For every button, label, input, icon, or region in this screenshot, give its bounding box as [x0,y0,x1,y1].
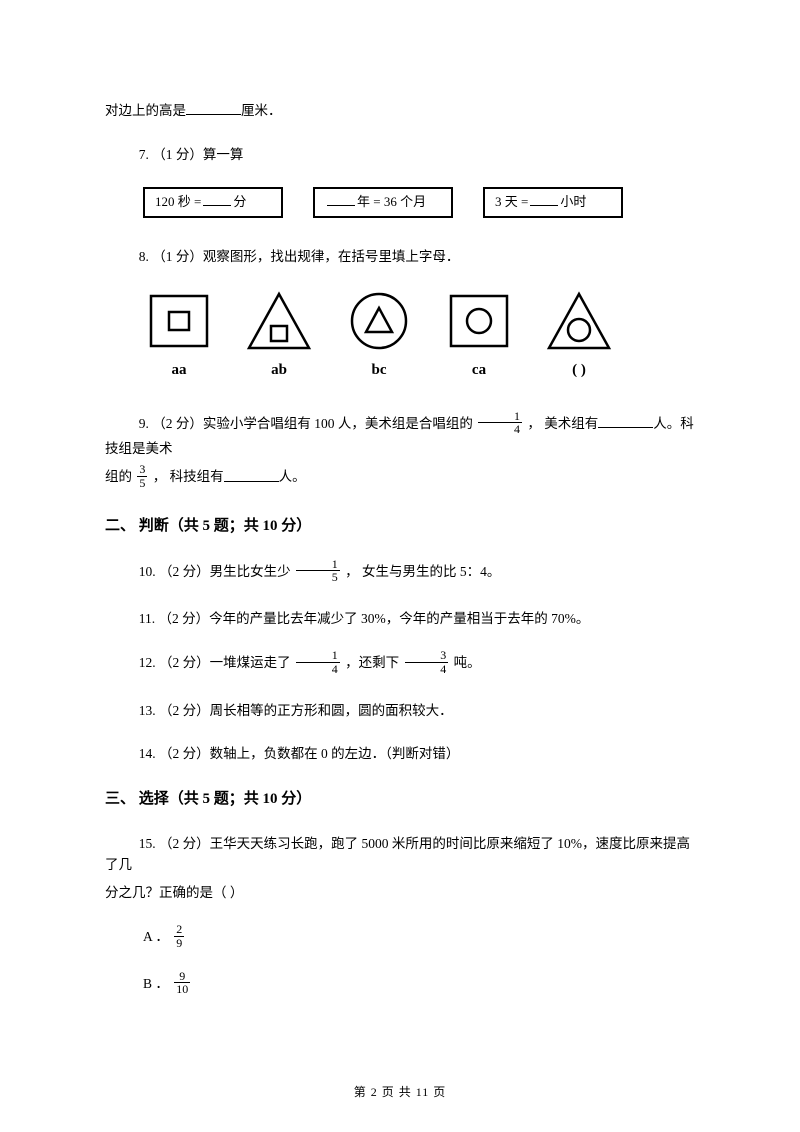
q10-post: ， 女生与男生的比 5：4。 [345,564,500,579]
shape-label-3: ca [472,358,486,382]
option-b: B ． 910 [143,972,695,998]
page-footer: 第 2 页 共 11 页 [0,1083,800,1100]
q12-mid: ，还剩下 [345,656,399,671]
q9-line2: 组的 35 ， 科技组有 人。 [105,465,695,491]
circle-in-square-icon [443,290,515,352]
q9-mid: ， 美术组有 [527,416,598,431]
shape-aa: aa [143,290,215,382]
q7-box1-a: 120 秒 = [155,192,201,213]
shape-ca: ca [443,290,515,382]
q6-tail: 对边上的高是 厘米． [105,100,695,122]
q10: 10. （2 分）男生比女生少 15 ， 女生与男生的比 5：4。 [105,560,695,586]
shape-label-1: ab [271,358,287,382]
q8-shapes: aa ab bc ca [143,290,695,382]
circle-in-triangle-icon [543,290,615,352]
q7-box3-a: 3 天 = [495,192,528,213]
frac-2-9: 29 [174,923,184,949]
square-in-square-icon [143,290,215,352]
shape-bc: bc [343,290,415,382]
frac-1-4b: 14 [296,649,340,675]
q11: 11. （2 分）今年的产量比去年减少了 30%，今年的产量相当于去年的 70%… [105,608,695,630]
q10-pre: 10. （2 分）男生比女生少 [139,564,291,579]
optA-label: A ． [143,930,169,945]
q12: 12. （2 分）一堆煤运走了 14 ，还剩下 34 吨。 [105,651,695,677]
option-a: A ． 29 [143,925,695,951]
triangle-in-circle-icon [343,290,415,352]
q9-blank2 [224,468,279,482]
optB-label: B ． [143,976,169,991]
shape-label-4: ( ) [572,358,586,382]
q7-box3: 3 天 = 小时 [483,187,623,218]
q12-pre: 12. （2 分）一堆煤运走了 [139,656,291,671]
q15-line2: 分之几？正确的是（ ） [105,882,695,904]
q12-post: 吨。 [454,656,481,671]
q7-label: 7. （1 分）算一算 [105,144,695,166]
shape-unknown: ( ) [543,290,615,382]
q9-l2-pre: 组的 [105,470,135,485]
q7-box1-blank [203,193,231,206]
q6-unit: 厘米． [241,103,282,118]
q14: 14. （2 分）数轴上，负数都在 0 的左边．（判断对错） [105,743,695,765]
shape-ab: ab [243,290,315,382]
q7-box2-blank [327,193,355,206]
frac-3-5: 35 [137,463,147,489]
frac-1-4: 14 [478,410,522,436]
shape-label-2: bc [372,358,387,382]
q7-box2: 年 = 36 个月 [313,187,453,218]
q7-box3-b: 小时 [560,192,586,213]
frac-9-10: 910 [174,970,190,996]
q9-pre: 9. （2 分）实验小学合唱组有 100 人，美术组是合唱组的 [139,416,473,431]
q6-pre: 对边上的高是 [105,103,186,118]
page-content: 对边上的高是 厘米． 7. （1 分）算一算 120 秒 = 分 年 = 36 个月… [0,0,800,998]
q7-box1-b: 分 [233,192,246,213]
section-2-title: 二、 判断（共 5 题；共 10 分） [105,514,695,538]
q6-blank [186,102,241,116]
q9-l2-post: 人。 [279,470,306,485]
frac-3-4: 34 [405,649,449,675]
q7-box2-b: 年 = 36 个月 [357,192,426,213]
q7-box1: 120 秒 = 分 [143,187,283,218]
q9-blank1 [598,414,653,428]
q9-l2-mid: ， 科技组有 [153,470,224,485]
frac-1-5: 15 [296,558,340,584]
q7-boxes: 120 秒 = 分 年 = 36 个月 3 天 = 小时 [143,187,695,218]
q13: 13. （2 分）周长相等的正方形和圆，圆的面积较大． [105,700,695,722]
q7-box3-blank [530,193,558,206]
shape-label-0: aa [172,358,187,382]
q15-line1: 15. （2 分）王华天天练习长跑，跑了 5000 米所用的时间比原来缩短了 1… [105,833,695,876]
section-3-title: 三、 选择（共 5 题；共 10 分） [105,787,695,811]
square-in-triangle-icon [243,290,315,352]
q8-label: 8. （1 分）观察图形，找出规律，在括号里填上字母． [105,246,695,268]
q9: 9. （2 分）实验小学合唱组有 100 人，美术组是合唱组的 14 ， 美术组… [105,412,695,460]
